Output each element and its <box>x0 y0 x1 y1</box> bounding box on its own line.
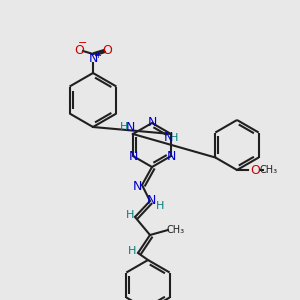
Text: CH₃: CH₃ <box>167 225 185 235</box>
Text: N: N <box>146 194 156 206</box>
Text: N: N <box>167 149 176 163</box>
Text: CH₃: CH₃ <box>260 165 278 175</box>
Text: H: H <box>120 122 128 133</box>
Text: N: N <box>147 116 157 130</box>
Text: N: N <box>132 181 142 194</box>
Text: O: O <box>102 44 112 56</box>
Text: O: O <box>250 164 260 176</box>
Text: N: N <box>164 131 173 144</box>
Text: O: O <box>74 44 84 56</box>
Text: N: N <box>88 52 98 64</box>
Text: H: H <box>126 210 134 220</box>
Text: N: N <box>125 121 135 134</box>
Text: H: H <box>128 246 136 256</box>
Text: N: N <box>128 149 138 163</box>
Text: +: + <box>94 50 101 59</box>
Text: H: H <box>156 201 164 211</box>
Text: H: H <box>170 133 178 143</box>
Text: −: − <box>78 38 88 48</box>
